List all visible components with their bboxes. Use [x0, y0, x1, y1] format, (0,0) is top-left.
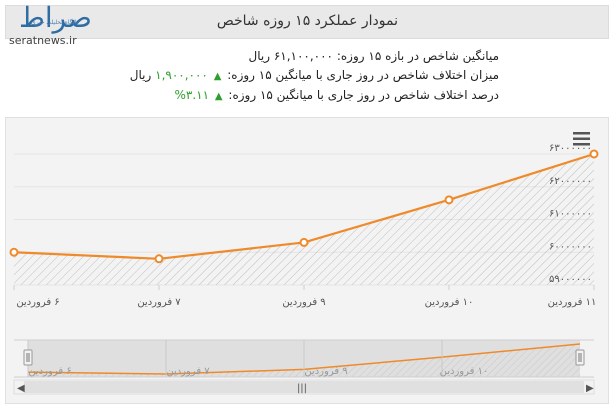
- x-tick-label: ۶ فروردین: [16, 297, 59, 308]
- x-tick-label: ۱۱ فروردین: [548, 297, 597, 308]
- data-point: [9, 247, 19, 257]
- scrollbar-thumb[interactable]: [24, 381, 584, 393]
- average-row: میانگین شاخص در بازه ۱۵ روزه: ۶۱,۱۰۰,۰۰۰…: [79, 47, 499, 66]
- site-url: seratnews.ir: [9, 34, 77, 47]
- navigator-label: ۱۰ فروردین: [440, 366, 489, 377]
- summary-panel: میانگین شاخص در بازه ۱۵ روزه: ۶۱,۱۰۰,۰۰۰…: [79, 47, 499, 106]
- navigator-handle[interactable]: [575, 349, 585, 366]
- difference-label: میزان اختلاف شاخص در روز جاری با میانگین…: [227, 68, 499, 82]
- triangle-up-icon: ▲: [214, 91, 223, 102]
- y-tick-label: ۶۱۰۰۰۰۰۰: [549, 209, 592, 220]
- navigator-handle[interactable]: [23, 349, 33, 366]
- percent-value: ۳.۱۱%: [174, 88, 210, 102]
- x-tick-label: ۹ فروردین: [282, 297, 325, 308]
- percent-row: درصد اختلاف شاخص در روز جاری با میانگین …: [79, 86, 500, 106]
- y-axis-labels: ۵۹۰۰۰۰۰۰ ۶۰۰۰۰۰۰۰ ۶۱۰۰۰۰۰۰ ۶۲۰۰۰۰۰۰ ۶۳۰۰۰۰۰۰: [549, 143, 592, 285]
- data-point: [444, 195, 454, 205]
- chart-title-bar: نمودار عملکرد ۱۵ روزه شاخص: [5, 5, 609, 39]
- logo-tagline: پایگاه تحلیلی خبری: [31, 19, 79, 26]
- data-point: [589, 149, 599, 159]
- y-tick-label: ۶۰۰۰۰۰۰۰: [549, 241, 592, 252]
- difference-row: میزان اختلاف شاخص در روز جاری با میانگین…: [79, 66, 499, 86]
- range-navigator[interactable]: ۶ فروردین ۷ فروردین ۹ فروردین ۱۰ فروردین ◀ ▶ |…: [13, 339, 595, 395]
- x-tick-label: ۱۰ فروردین: [425, 297, 474, 308]
- navigator-label: ۶ فروردین: [28, 366, 71, 377]
- x-axis-labels: ۶ فروردین ۷ فروردین ۹ فروردین ۱۰ فروردین ۱۱ …: [16, 297, 596, 308]
- difference-value: ۱,۹۰۰,۰۰۰: [155, 68, 208, 82]
- area-fill: [14, 154, 594, 285]
- navigator-label: ۷ فروردین: [166, 366, 210, 377]
- scroll-left-arrow[interactable]: ◀: [17, 383, 25, 394]
- x-tick-label: ۷ فروردین: [137, 297, 181, 308]
- scrollbar-grip: |||: [297, 383, 307, 394]
- logo-mark: صراط: [19, 1, 92, 34]
- data-point: [299, 237, 309, 247]
- site-logo[interactable]: صراط پایگاه تحلیلی خبری seratnews.ir: [9, 1, 97, 53]
- chart-title: نمودار عملکرد ۱۵ روزه شاخص: [216, 13, 398, 29]
- data-point: [154, 254, 164, 264]
- hamburger-menu-icon[interactable]: [573, 132, 590, 146]
- y-tick-label: ۵۹۰۰۰۰۰۰: [549, 274, 592, 285]
- percent-label: درصد اختلاف شاخص در روز جاری با میانگین …: [228, 88, 499, 102]
- average-label: میانگین شاخص در بازه ۱۵ روزه:: [336, 49, 499, 63]
- average-value: ۶۱,۱۰۰,۰۰۰ ریال: [248, 49, 334, 63]
- scroll-right-arrow[interactable]: ▶: [586, 383, 594, 394]
- triangle-up-icon: ▲: [213, 71, 222, 82]
- difference-unit: ریال: [129, 68, 152, 82]
- navigator-label: ۹ فروردین: [304, 366, 347, 377]
- area-layer: [9, 149, 599, 285]
- y-tick-label: ۶۳۰۰۰۰۰۰: [549, 143, 592, 154]
- y-tick-label: ۶۲۰۰۰۰۰۰: [549, 176, 592, 187]
